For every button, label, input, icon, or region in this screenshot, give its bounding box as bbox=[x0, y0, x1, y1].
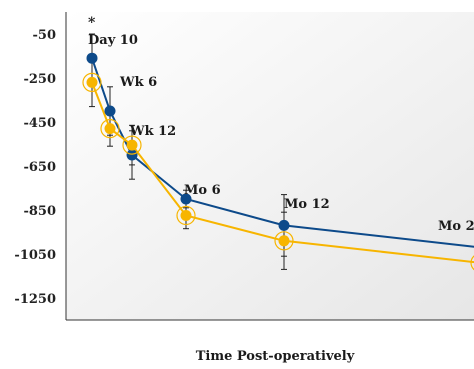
data-point bbox=[86, 52, 98, 64]
y-tick-label: -650 bbox=[23, 160, 56, 175]
y-tick-label: -1050 bbox=[14, 248, 56, 263]
y-tick-label: -1250 bbox=[14, 292, 56, 307]
data-point bbox=[180, 210, 192, 221]
data-point bbox=[278, 235, 290, 247]
data-point-ring bbox=[176, 205, 196, 226]
point-label: Mo 12 bbox=[284, 197, 330, 212]
y-tick-label: -50 bbox=[33, 28, 57, 43]
data-point bbox=[104, 123, 116, 135]
y-axis-ticks: -50 -250 -450 -650 -850 -1050 -1250 bbox=[14, 28, 56, 307]
data-point-ring bbox=[122, 135, 142, 155]
markers-series-2 bbox=[82, 72, 474, 271]
markers-series-1 bbox=[86, 52, 290, 231]
data-point bbox=[278, 219, 290, 231]
data-point bbox=[126, 149, 138, 161]
series-2 bbox=[91, 82, 474, 264]
data-point bbox=[180, 193, 192, 205]
data-point-ring bbox=[274, 231, 294, 251]
series-layer bbox=[82, 33, 474, 271]
data-point bbox=[126, 139, 138, 151]
y-tick-label: -850 bbox=[23, 204, 56, 219]
point-labels: Day 10 Wk 6 Wk 12 Mo 6 Mo 12 Mo 24 * bbox=[88, 15, 474, 234]
point-label: Mo 24 bbox=[438, 219, 474, 234]
data-point bbox=[86, 76, 98, 88]
data-point-ring bbox=[100, 119, 120, 139]
point-label: Wk 12 bbox=[129, 124, 176, 139]
x-axis-title: Time Post-operatively bbox=[196, 349, 355, 364]
series-1 bbox=[91, 57, 474, 248]
data-point bbox=[104, 105, 116, 117]
y-tick-label: -250 bbox=[23, 72, 56, 87]
point-label: Wk 6 bbox=[119, 75, 157, 90]
significance-marker: * bbox=[88, 15, 96, 31]
plot-background bbox=[66, 12, 474, 320]
y-tick-label: -450 bbox=[23, 116, 56, 131]
point-label: Mo 6 bbox=[184, 183, 221, 198]
point-label: Day 10 bbox=[88, 33, 138, 48]
series-line bbox=[91, 82, 474, 264]
data-point-ring bbox=[470, 255, 474, 271]
series-line bbox=[91, 57, 474, 248]
data-point-ring bbox=[82, 72, 102, 93]
